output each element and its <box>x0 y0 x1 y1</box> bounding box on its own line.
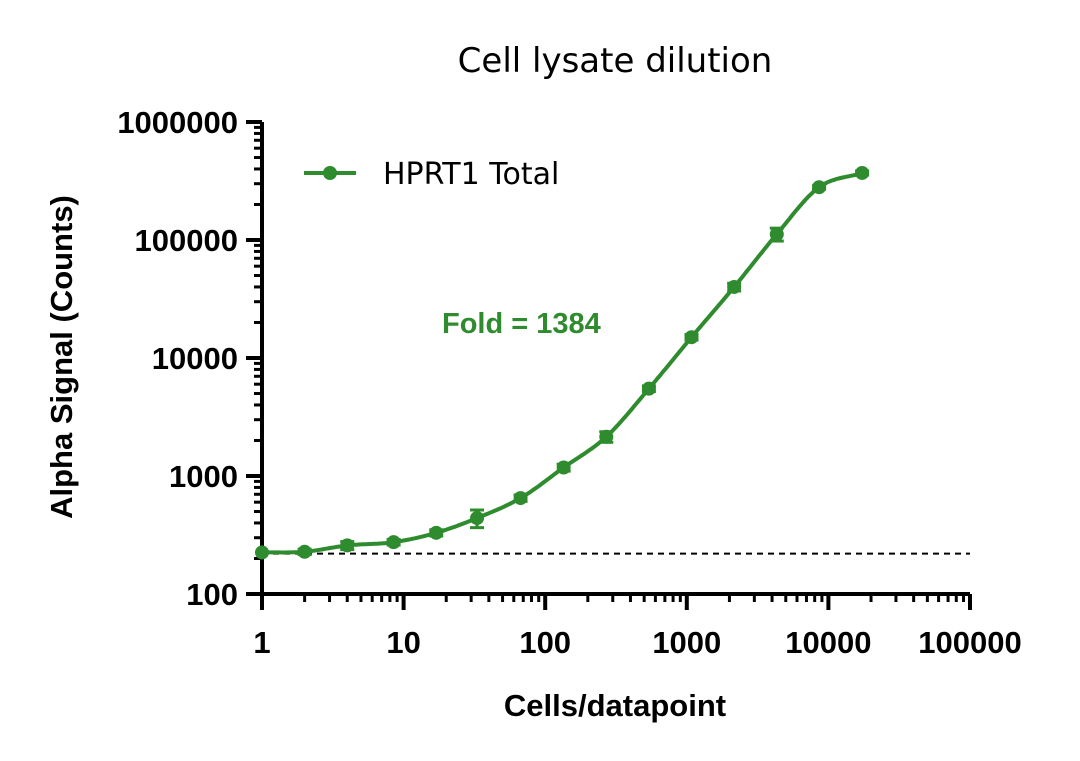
data-point <box>470 511 485 526</box>
y-axis: 100 1000 10000 100000 1000000 <box>117 105 264 612</box>
data-point <box>513 491 528 506</box>
legend-label: HPRT1 Total <box>383 157 559 192</box>
data-point <box>297 544 312 559</box>
x-axis-label: Cells/datapoint <box>504 688 726 723</box>
x-tick-label: 1000 <box>652 625 721 660</box>
data-point <box>599 429 614 444</box>
data-point <box>769 227 784 242</box>
data-point <box>386 535 401 550</box>
data-point <box>684 330 699 345</box>
data-point <box>429 525 444 540</box>
y-tick-label: 1000 <box>169 459 238 494</box>
data-points-layer <box>255 165 870 560</box>
y-axis-label: Alpha Signal (Counts) <box>44 195 79 519</box>
y-tick-label: 100 <box>186 577 238 612</box>
data-point <box>727 279 742 294</box>
data-point <box>255 545 269 560</box>
x-tick-label: 10 <box>386 625 420 660</box>
legend: HPRT1 Total <box>304 157 559 192</box>
legend-marker <box>323 166 337 180</box>
data-point <box>855 165 870 180</box>
x-tick-label: 100000 <box>918 625 1021 660</box>
data-point <box>556 460 571 475</box>
data-point <box>340 538 355 553</box>
chart-title: Cell lysate dilution <box>458 41 773 81</box>
y-tick-label: 1000000 <box>117 105 238 140</box>
y-tick-label: 10000 <box>152 341 238 376</box>
x-tick-label: 100 <box>519 625 571 660</box>
x-tick-label: 1 <box>253 625 270 660</box>
y-tick-label: 100000 <box>135 223 238 258</box>
x-axis: 1 10 100 1000 10000 100000 <box>253 592 1022 660</box>
x-tick-label: 10000 <box>785 625 871 660</box>
data-point <box>641 381 656 396</box>
data-point <box>812 180 827 195</box>
fold-annotation: Fold = 1384 <box>442 308 601 340</box>
